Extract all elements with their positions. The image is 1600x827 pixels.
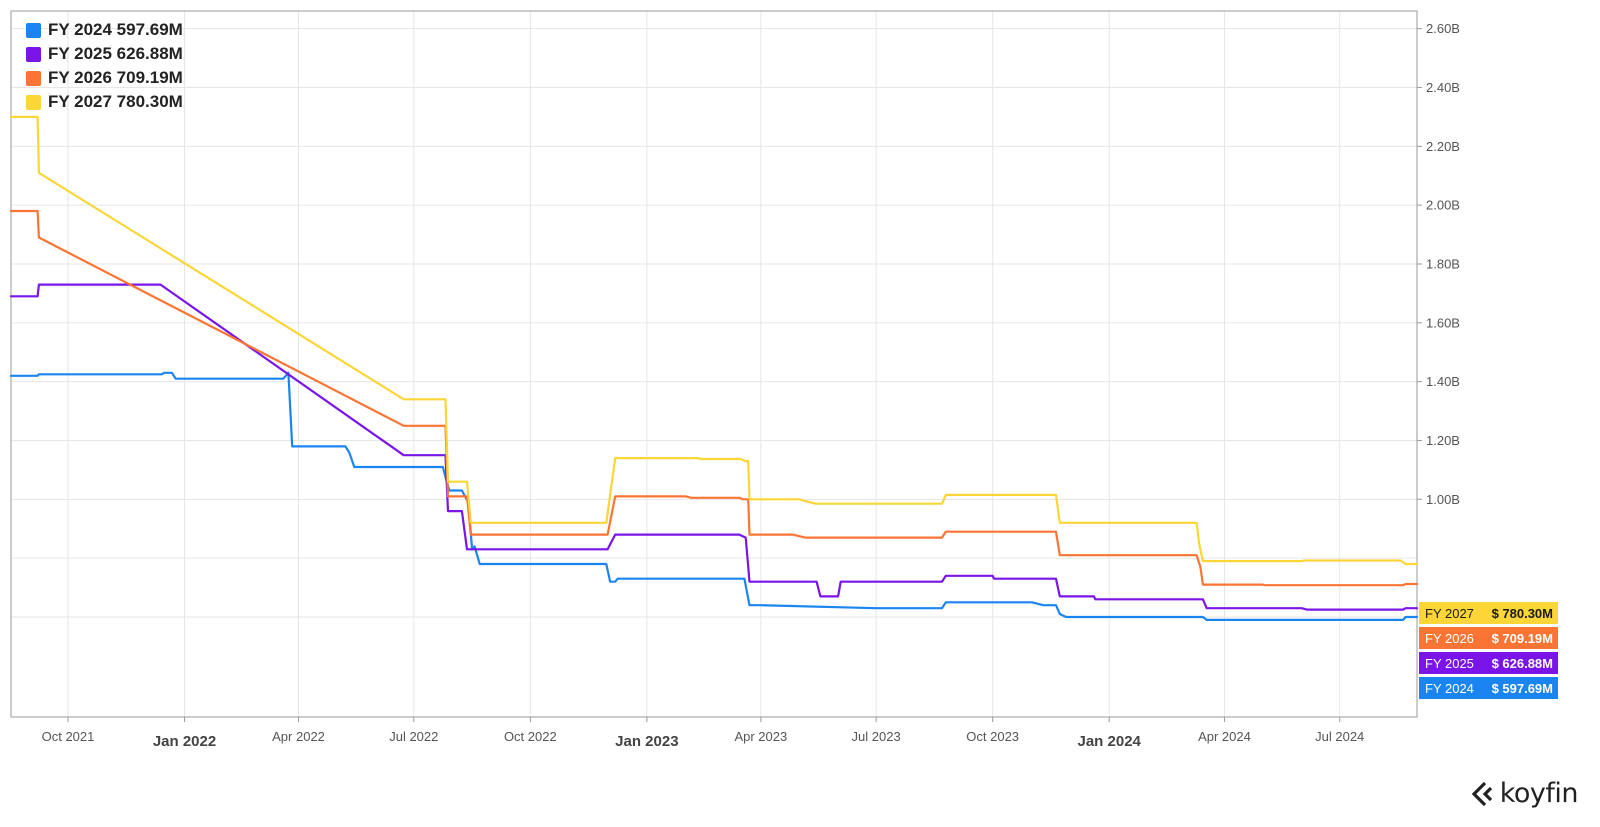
series-line-fy2026[interactable] (9, 209, 1419, 587)
series-line-fy2027[interactable] (9, 115, 1419, 566)
y-axis: 2.60B 2.40B 2.20B 2.00B 1.80B 1.60B 1.40B 1.20B… (1417, 21, 1460, 507)
series-line-fy2024[interactable] (9, 371, 1419, 622)
value-tag-series: FY 2025 (1425, 656, 1474, 671)
legend-swatch-fy2024 (26, 22, 41, 38)
value-tag-amount: $ 709.19M (1492, 631, 1553, 646)
x-tick-label: Jan 2022 (153, 733, 216, 750)
legend-swatch-fy2025 (26, 46, 41, 62)
value-tag-fy2027: FY 2027 $ 780.30M (1419, 602, 1558, 624)
value-tag-fy2024: FY 2024 $ 597.69M (1419, 677, 1558, 699)
x-tick-label: Apr 2024 (1198, 729, 1251, 744)
x-tick-label: Oct 2022 (504, 729, 557, 744)
x-tick-label: Jul 2023 (852, 729, 901, 744)
legend-swatch-fy2027 (26, 94, 41, 110)
series-lines (9, 115, 1419, 622)
koyfin-logo-icon (1471, 781, 1492, 806)
y-tick-label: 2.20B (1426, 139, 1460, 154)
value-tag-fy2026: FY 2026 $ 709.19M (1419, 627, 1558, 649)
plot-border (10, 10, 1418, 718)
value-tag-series: FY 2027 (1425, 606, 1474, 621)
x-tick-label: Jul 2022 (389, 729, 438, 744)
value-tags: FY 2027 $ 780.30M FY 2026 $ 709.19M FY 2025 $… (1419, 602, 1558, 699)
y-tick-label: 1.60B (1426, 315, 1460, 330)
legend-item-fy2025[interactable]: FY 2025 626.88M (26, 42, 183, 66)
legend-item-fy2026[interactable]: FY 2026 709.19M (26, 66, 183, 90)
x-tick-label: Jan 2024 (1078, 733, 1142, 750)
legend-label-fy2026: FY 2026 709.19M (48, 68, 183, 87)
x-tick-label: Jul 2024 (1315, 729, 1364, 744)
value-tag-amount: $ 780.30M (1492, 606, 1553, 621)
y-tick-label: 1.20B (1426, 433, 1460, 448)
y-tick-label: 1.00B (1426, 492, 1460, 507)
value-tag-background (1419, 627, 1558, 649)
x-tick-label: Jan 2023 (615, 733, 678, 750)
legend-label-fy2024: FY 2024 597.69M (48, 20, 183, 39)
y-tick-label: 1.80B (1426, 256, 1460, 271)
brand-logo: koyfin (1470, 778, 1579, 809)
x-tick-label: Oct 2021 (42, 729, 95, 744)
legend-item-fy2027[interactable]: FY 2027 780.30M (26, 90, 183, 114)
x-tick-label: Apr 2022 (272, 729, 325, 744)
y-tick-label: 2.00B (1426, 198, 1460, 213)
value-tag-background (1419, 602, 1558, 624)
y-tick-label: 2.60B (1426, 21, 1460, 36)
value-tag-fy2025: FY 2025 $ 626.88M (1419, 652, 1558, 674)
x-axis: Oct 2021 Jan 2022 Apr 2022 Jul 2022 Oct 2022… (42, 717, 1364, 750)
value-tag-background (1419, 652, 1558, 674)
legend-label-fy2027: FY 2027 780.30M (48, 92, 183, 111)
x-tick-label: Apr 2023 (734, 729, 787, 744)
value-tag-amount: $ 597.69M (1492, 681, 1553, 696)
grid (11, 11, 1417, 717)
value-tag-background (1419, 677, 1558, 699)
x-tick-label: Oct 2023 (966, 729, 1019, 744)
y-tick-label: 2.40B (1426, 80, 1460, 95)
value-tag-series: FY 2024 (1425, 681, 1474, 696)
value-tag-series: FY 2026 (1425, 631, 1474, 646)
value-tag-amount: $ 626.88M (1492, 656, 1553, 671)
legend-label-fy2025: FY 2025 626.88M (48, 44, 183, 63)
legend-item-fy2024[interactable]: FY 2024 597.69M (26, 18, 183, 42)
y-tick-label: 1.40B (1426, 374, 1460, 389)
brand-name: koyfin (1499, 778, 1579, 809)
legend-swatch-fy2026 (26, 70, 41, 86)
legend: FY 2024 597.69M FY 2025 626.88M FY 2026 … (26, 18, 183, 114)
